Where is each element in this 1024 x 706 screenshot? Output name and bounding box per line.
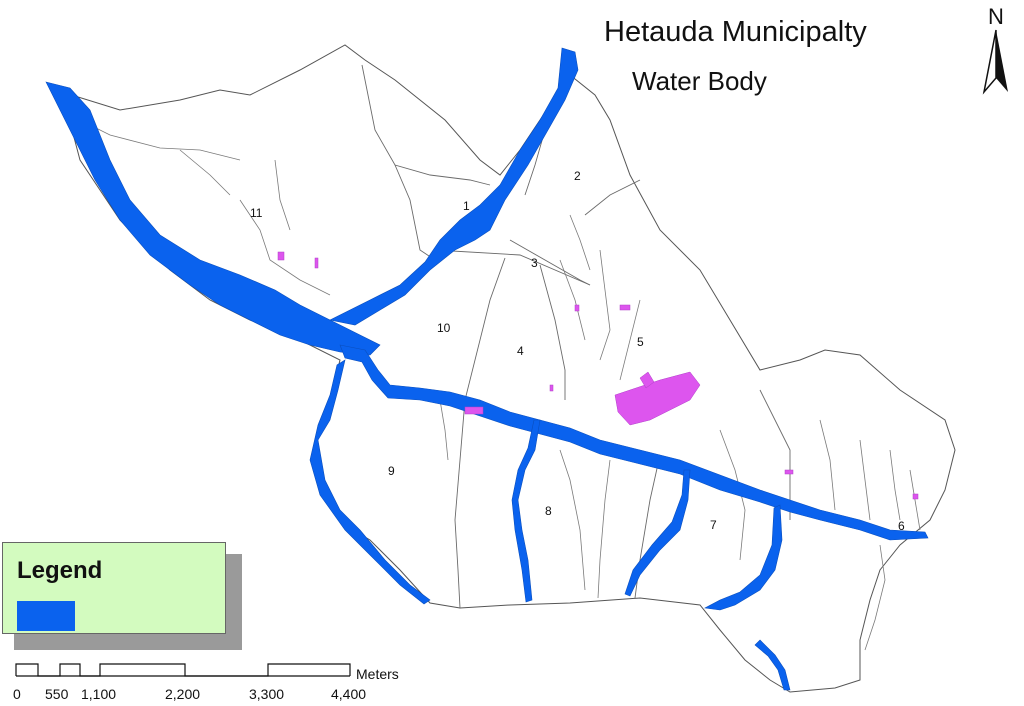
legend-title: Legend [17, 557, 103, 584]
urban-patch [549, 384, 554, 392]
stream [239, 199, 331, 296]
legend-water-swatch [17, 601, 75, 631]
ward-label-9: 9 [388, 464, 395, 478]
ward-boundary [361, 64, 491, 186]
ward-boundary [539, 264, 566, 400]
water-body-river-ward8 [511, 419, 541, 603]
urban-patch [574, 304, 580, 312]
scale-bar [15, 663, 351, 677]
map-subtitle: Water Body [632, 66, 767, 96]
ward-boundary [759, 389, 791, 520]
ward-boundary [464, 257, 506, 401]
stream [619, 299, 641, 381]
scale-unit: Meters [356, 666, 399, 682]
urban-patch [784, 469, 794, 475]
ward-label-1: 1 [463, 199, 470, 213]
scale-tick: 3,300 [249, 686, 285, 702]
urban-patch [912, 493, 919, 500]
stream [559, 259, 586, 341]
ward-label-11: 11 [250, 206, 263, 220]
urban-patch [277, 251, 285, 261]
legend-box: Legend [2, 542, 226, 634]
ward-label-10: 10 [437, 321, 451, 335]
stream [179, 149, 231, 196]
stream [439, 399, 449, 461]
scale-tick: 0 [13, 686, 21, 702]
stream [559, 449, 586, 591]
ward-label-2: 2 [574, 169, 581, 183]
ward-boundary [394, 164, 436, 261]
scale-tick: 4,400 [331, 686, 367, 702]
ward-label-4: 4 [517, 344, 524, 358]
water-body-river-west [45, 81, 381, 356]
stream [859, 439, 871, 521]
stream [819, 419, 836, 511]
water-body-river-south [704, 504, 783, 611]
ward-boundary [509, 239, 591, 286]
stream [864, 544, 886, 651]
water-body-river-north [329, 47, 579, 326]
ward-boundary [584, 179, 641, 216]
scale-tick: 550 [45, 686, 69, 702]
map-title: Hetauda Municipalty [604, 16, 867, 48]
urban-patch [639, 371, 655, 389]
north-label: N [988, 4, 1004, 29]
ward-label-8: 8 [545, 504, 552, 518]
scale-tick: 2,200 [165, 686, 201, 702]
stream [599, 249, 611, 361]
stream [569, 214, 591, 271]
stream [909, 469, 921, 531]
scale-tick: 1,100 [81, 686, 117, 702]
ward-boundary [434, 249, 591, 286]
urban-patch [619, 304, 631, 311]
ward-label-5: 5 [637, 335, 644, 349]
urban-patch [614, 371, 701, 426]
urban-patch [314, 257, 319, 269]
stream [889, 449, 901, 521]
stream [274, 159, 291, 231]
ward-boundary [454, 399, 466, 609]
ward-label-3: 3 [531, 256, 538, 270]
north-arrow-icon [982, 29, 1008, 95]
ward-label-7: 7 [710, 518, 717, 532]
water-body-river-southwest [309, 359, 431, 605]
ward-label-6: 6 [898, 519, 905, 533]
urban-patch [464, 406, 484, 415]
stream [597, 459, 611, 599]
water-body-river-ward7 [624, 469, 691, 597]
water-body-river-south-2 [754, 639, 791, 691]
